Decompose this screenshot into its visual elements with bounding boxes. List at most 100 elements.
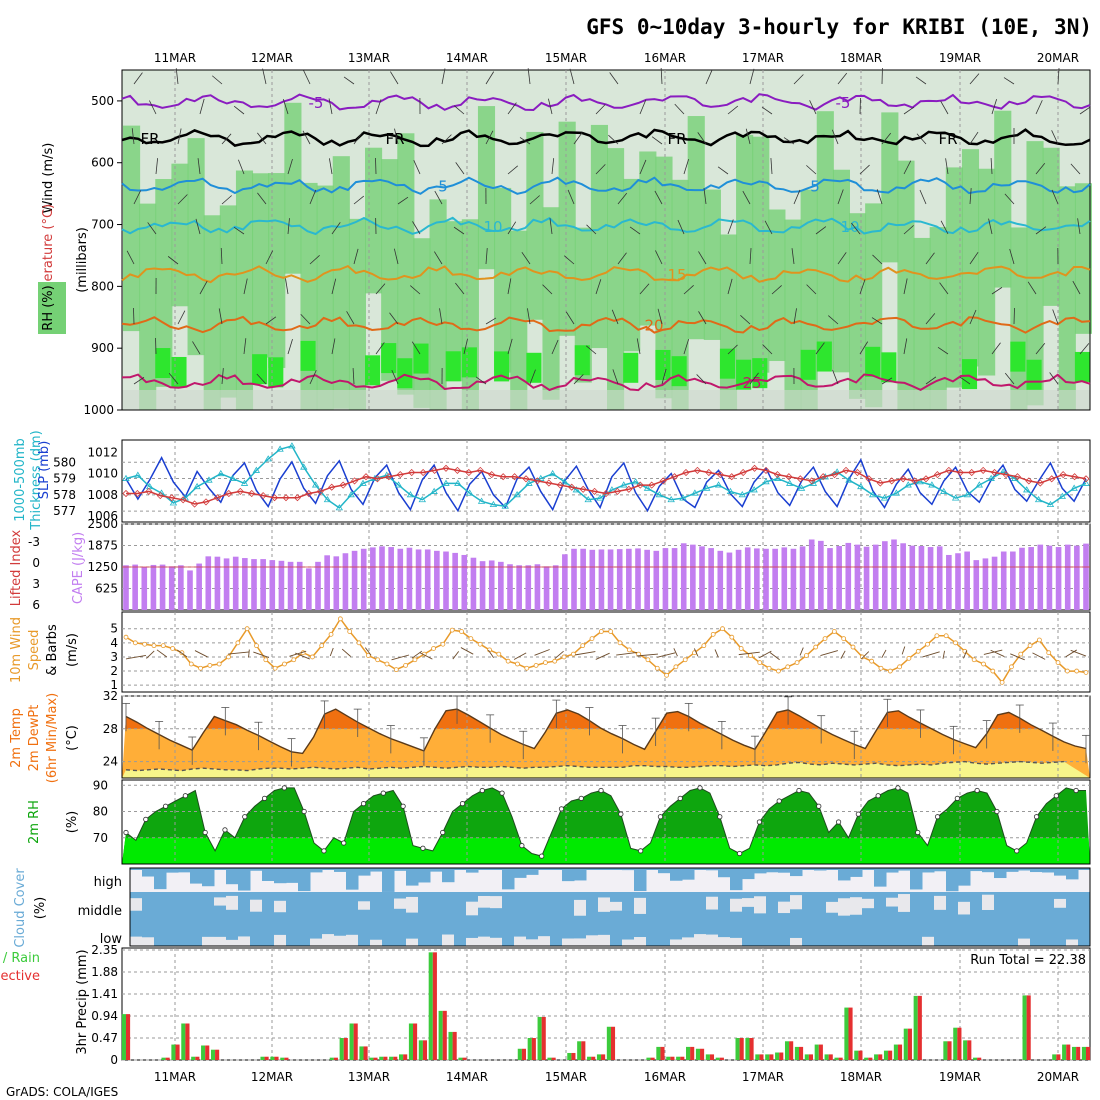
thickness-line-point	[596, 494, 604, 501]
axis-label-rh: RH (%)	[41, 285, 56, 330]
wind-barb	[341, 648, 351, 657]
cape-bar	[580, 548, 586, 610]
precip-convective-bar	[779, 1052, 784, 1060]
temp2m-panel: 24 28 32 2m Temp 2m DewPt (6hr Min/Max) (°C)	[9, 689, 1091, 783]
wind-speed-line-point	[729, 634, 735, 640]
wind-speed-line-point	[645, 657, 651, 663]
precip-convective-bar	[700, 1048, 705, 1060]
wind-speed-line-point	[468, 636, 474, 641]
rh2m-point	[558, 806, 565, 812]
cloud-low-cell	[802, 920, 815, 946]
precip-convective-bar	[818, 1044, 823, 1060]
cloud-high-cell	[718, 868, 731, 878]
wind-barb	[303, 70, 311, 85]
wind-barb	[969, 188, 972, 205]
cloud-middle-gap	[706, 896, 719, 910]
wind-barb	[1035, 226, 1047, 235]
wind-barb	[860, 651, 870, 660]
isotherm-label: FR	[938, 130, 957, 148]
wind-tick-label: 5	[110, 622, 118, 636]
wind-barb	[660, 68, 663, 85]
wind-barb	[703, 188, 707, 205]
lifted-index-line-point	[865, 475, 873, 483]
cloud-low-gap	[514, 936, 527, 946]
cloud-middle-cell	[970, 892, 983, 920]
precip-convective-bar	[759, 1054, 764, 1060]
cloud-middle-cell	[310, 892, 323, 920]
rh-high-blob	[526, 352, 542, 383]
lifted-index-line-point	[293, 494, 301, 502]
wind-barb	[698, 251, 707, 265]
precip-convective-bar	[719, 1057, 724, 1060]
cloud-middle-gap	[394, 898, 407, 909]
wind-barb	[390, 71, 399, 85]
lifted-index-line-point	[476, 466, 484, 474]
thickness-line-point	[940, 487, 948, 494]
thickness-line-point	[797, 484, 806, 491]
rh2m-point	[756, 819, 763, 825]
cape-bar	[836, 546, 842, 610]
wind-barb	[529, 195, 540, 205]
wind-barb	[1010, 653, 1025, 661]
lifted-index-line-point	[191, 500, 199, 508]
cloud-low-cell	[154, 920, 167, 946]
wind-barb	[991, 99, 998, 115]
precip-convective-bar	[848, 1007, 853, 1060]
cloud-low-cell	[958, 920, 971, 946]
wind-barb	[903, 160, 912, 175]
wind-barb	[1032, 652, 1046, 660]
cloud-low-cell	[358, 920, 371, 946]
thickness-line-point	[525, 479, 533, 486]
cloud-low-cell	[862, 920, 875, 946]
cape-bar	[827, 548, 833, 610]
cloud-high-cell	[766, 868, 779, 873]
wind-barb	[262, 68, 267, 85]
wind-speed-line-point	[356, 640, 362, 646]
date-label-top: 13MAR	[348, 51, 390, 65]
precip-convective-bar	[195, 1056, 200, 1060]
wind-barb	[257, 132, 267, 145]
wind-barb	[554, 650, 564, 659]
wind-barb	[806, 165, 817, 175]
wind-speed-line-point	[515, 661, 520, 667]
wind-barb	[872, 254, 883, 265]
temp-warm-area	[122, 709, 1090, 729]
wind-barb	[1077, 218, 1081, 235]
lifted-index-line-point	[773, 471, 781, 479]
wind-barb	[221, 133, 232, 145]
thickness-line-point	[537, 474, 545, 481]
wind-barb	[963, 650, 968, 659]
lifted-index-line-point	[453, 466, 461, 474]
cape-bar	[434, 550, 440, 610]
cloud-high-cell	[514, 868, 527, 878]
precip-total-bar	[893, 1044, 898, 1060]
wind-barb	[828, 315, 839, 325]
axis-label-total-rain: Total / Rain	[0, 951, 40, 966]
wind-barb	[156, 649, 168, 658]
precip-convective-bar	[660, 1046, 665, 1060]
cloud-high-cell	[526, 868, 539, 875]
wind-barb	[793, 74, 804, 85]
isotherm-label: FR	[385, 130, 404, 148]
thickness-line-point	[1058, 492, 1067, 499]
cloud-low-cell	[898, 920, 911, 946]
bottom-date-axis: 11MAR 12MAR 13MAR 14MAR 15MAR 16MAR 17MAR 18MAR…	[154, 1070, 1079, 1084]
lifted-index-line-point	[876, 479, 884, 487]
wind-barb	[783, 137, 795, 145]
wind-speed-line-point	[543, 660, 548, 665]
cloud-low-gap	[562, 938, 575, 946]
rh2m-point	[934, 814, 941, 820]
precip-total-bar	[844, 1007, 849, 1060]
wind-barb	[199, 280, 208, 295]
rh2m-point	[875, 793, 881, 799]
cloud-cover-panel: high middle low Cloud Cover (%)	[13, 867, 1091, 948]
wind-speed-line-point	[654, 665, 660, 671]
wind-barb	[806, 284, 817, 295]
cloud-middle-cell	[298, 892, 311, 920]
wind-barb	[942, 650, 946, 659]
rh2m-point	[974, 787, 980, 794]
wind-barb	[542, 284, 553, 295]
rh-band	[752, 136, 770, 373]
lifted-index-line-point	[236, 487, 244, 495]
thickness-line-point	[359, 479, 367, 486]
